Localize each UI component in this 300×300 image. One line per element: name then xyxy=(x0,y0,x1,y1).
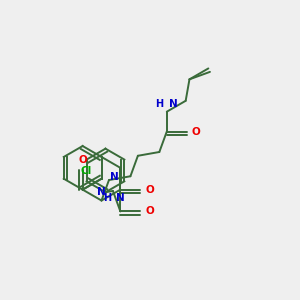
Text: O: O xyxy=(78,155,87,165)
Text: O: O xyxy=(145,184,154,195)
Text: Cl: Cl xyxy=(81,167,92,176)
Text: N: N xyxy=(169,99,178,109)
Text: N: N xyxy=(116,193,124,203)
Text: O: O xyxy=(145,206,154,216)
Text: N: N xyxy=(97,187,106,196)
Text: H: H xyxy=(103,193,111,203)
Text: O: O xyxy=(192,127,200,136)
Text: H: H xyxy=(155,99,163,109)
Text: N: N xyxy=(110,172,118,182)
